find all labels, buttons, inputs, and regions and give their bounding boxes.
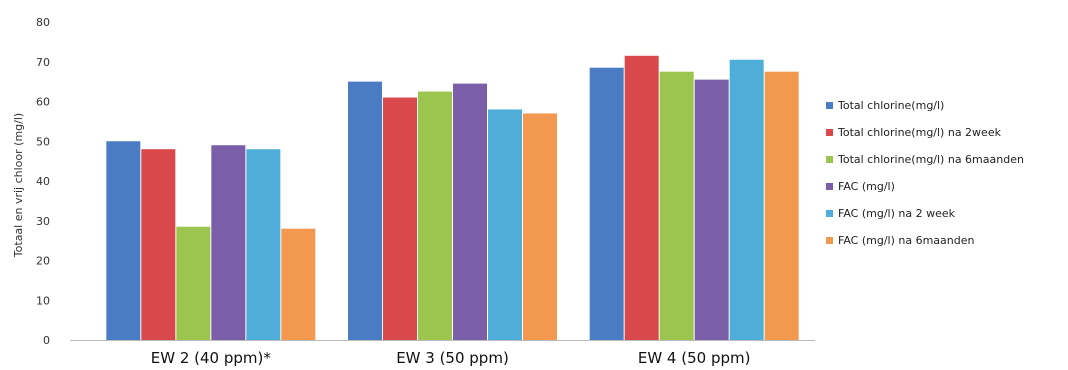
bar (418, 91, 452, 340)
y-tick-label: 30 (36, 215, 50, 228)
legend-swatch (826, 183, 833, 190)
y-tick-label: 80 (36, 16, 50, 29)
y-tick-label: 40 (36, 175, 50, 188)
y-tick-label: 60 (36, 96, 50, 109)
category-label: EW 3 (50 ppm) (396, 349, 509, 367)
category-label: EW 2 (40 ppm)* (151, 349, 272, 367)
category-label: EW 4 (50 ppm) (638, 349, 751, 367)
y-tick-label: 10 (36, 294, 50, 307)
bar (106, 141, 141, 340)
legend-label: FAC (mg/l) (838, 180, 895, 193)
legend-label: Total chlorine(mg/l) na 6maanden (837, 153, 1024, 166)
y-tick-label: 50 (36, 135, 50, 148)
legend-label: Total chlorine(mg/l) (837, 99, 944, 112)
bar (694, 79, 729, 340)
bar (211, 145, 246, 340)
bar (453, 83, 487, 341)
legend-swatch (826, 156, 833, 163)
y-axis-label: Totaal en vrij chloor (mg/l) (12, 113, 25, 258)
legend-swatch (826, 210, 833, 217)
bar (589, 67, 624, 341)
legend-swatch (826, 102, 833, 109)
y-tick-label: 20 (36, 255, 50, 268)
bar (659, 71, 694, 340)
category-labels: EW 2 (40 ppm)* EW 3 (50 ppm) EW 4 (50 ppm) (151, 349, 751, 367)
bar (729, 59, 764, 340)
y-axis-ticks: 0 10 20 30 40 50 60 70 80 (36, 16, 50, 347)
bar (488, 109, 522, 340)
legend: Total chlorine(mg/l) Total chlorine(mg/l)… (826, 99, 1024, 247)
y-axis-label-group: Totaal en vrij chloor (mg/l) (12, 113, 25, 258)
legend-swatch (826, 237, 833, 244)
legend-label: FAC (mg/l) na 6maanden (838, 234, 974, 247)
bar (764, 71, 799, 340)
legend-label: Total chlorine(mg/l) na 2week (837, 126, 1002, 139)
bar (383, 97, 417, 341)
bar (624, 55, 659, 340)
bar (246, 149, 281, 340)
legend-swatch (826, 129, 833, 136)
bar (176, 226, 211, 340)
bar (281, 228, 316, 340)
y-tick-label: 0 (43, 334, 50, 347)
bar (523, 113, 557, 340)
legend-label: FAC (mg/l) na 2 week (838, 207, 956, 220)
y-tick-label: 70 (36, 56, 50, 69)
bar (348, 81, 382, 340)
bar (141, 149, 176, 340)
bars (106, 55, 799, 341)
